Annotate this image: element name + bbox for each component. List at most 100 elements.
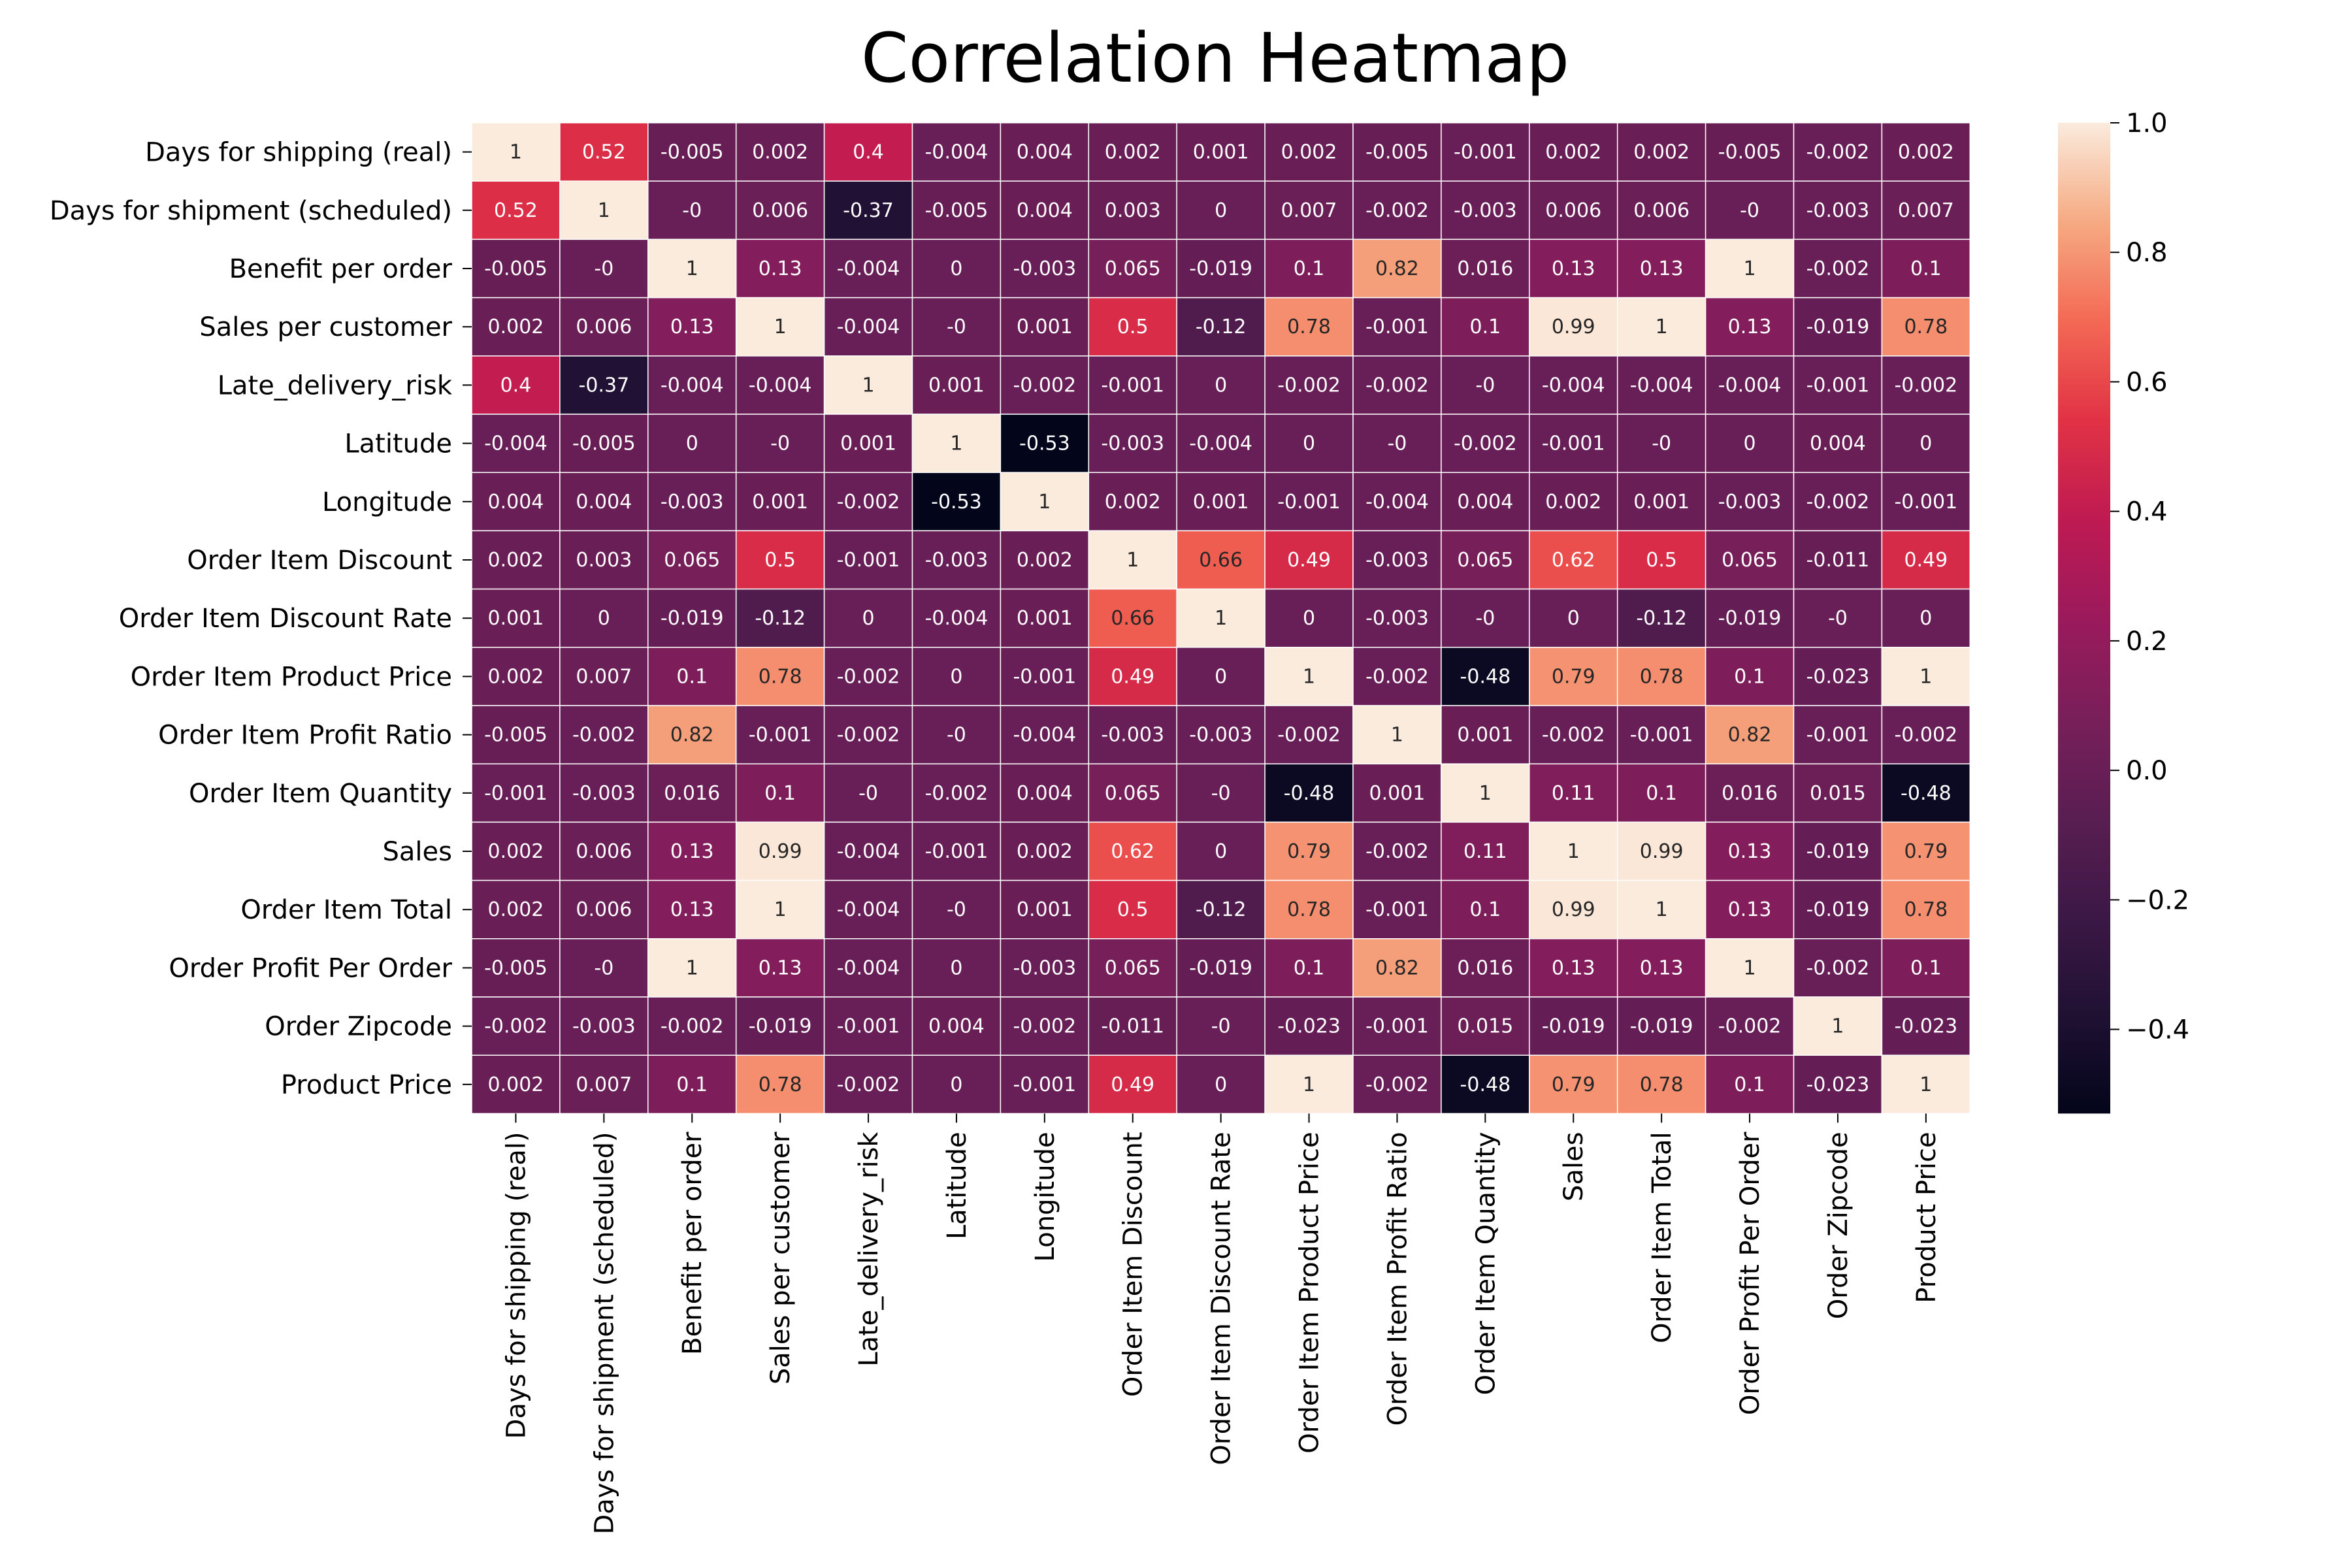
heatmap-cell-value: 1: [1919, 665, 1932, 688]
heatmap-cell: [735, 996, 825, 1056]
heatmap-cell-value: 0.13: [1552, 257, 1595, 280]
heatmap-cell: [559, 763, 649, 823]
heatmap-cell: [1352, 238, 1442, 299]
heatmap-cell-value: -0.001: [1542, 433, 1605, 455]
heatmap-cell-value: 0.78: [1640, 1073, 1684, 1096]
heatmap-cell-value: 0.99: [1552, 316, 1595, 338]
heatmap-cell-value: 0.49: [1287, 549, 1331, 572]
heatmap-cell-value: 0.1: [676, 1073, 708, 1096]
heatmap-cell: [1529, 996, 1618, 1056]
heatmap-cell-value: 1: [1303, 665, 1315, 688]
heatmap-cell-value: 0.002: [488, 549, 544, 572]
heatmap-cell: [1352, 938, 1442, 998]
heatmap-cell-value: -0.001: [1365, 316, 1429, 338]
heatmap-cell-value: 0.1: [1294, 257, 1325, 280]
heatmap-cell: [823, 530, 913, 590]
heatmap-cell: [911, 763, 1002, 823]
heatmap-cell-value: 0.007: [1281, 199, 1337, 222]
heatmap-cell: [911, 472, 1002, 532]
heatmap-cell-value: 0.78: [1904, 316, 1948, 338]
heatmap-cell-value: 0.004: [488, 491, 544, 514]
heatmap-cell-value: -0.019: [1189, 257, 1252, 280]
heatmap-cell-value: 1: [950, 433, 962, 455]
heatmap-cell-value: -0.004: [1189, 433, 1252, 455]
heatmap-cell-value: 0.007: [576, 665, 632, 688]
heatmap-cell: [1881, 355, 1971, 415]
heatmap-cell: [911, 238, 1002, 299]
heatmap-cell-value: -0.001: [1454, 141, 1517, 164]
heatmap-cell: [1616, 879, 1707, 939]
heatmap-cell: [1881, 238, 1971, 299]
heatmap-cell: [911, 705, 1002, 764]
heatmap-cell: [1176, 705, 1266, 764]
heatmap-cell-value: 0.82: [1375, 257, 1419, 280]
heatmap-cell-value: 0.79: [1287, 840, 1331, 863]
colorbar-tick-label: 0.0: [2126, 756, 2168, 786]
heatmap-cell: [1616, 472, 1707, 532]
heatmap-cell-value: -0.002: [925, 782, 988, 805]
heatmap-cell: [647, 238, 737, 299]
heatmap-cell: [647, 705, 737, 764]
heatmap-cell-value: -0.004: [837, 257, 900, 280]
heatmap-cell: [1264, 763, 1354, 823]
heatmap-cell-value: 0.82: [1375, 956, 1419, 979]
heatmap-cell: [823, 180, 913, 240]
heatmap-cell-value: 0.001: [1369, 782, 1426, 805]
row-label: Days for shipping (real): [145, 138, 452, 168]
heatmap-cell-value: -0.005: [484, 257, 547, 280]
heatmap-cell-value: 0: [950, 257, 962, 280]
heatmap-cell-value: 1: [774, 898, 787, 921]
heatmap-cell: [1881, 122, 1971, 182]
heatmap-cell: [1705, 414, 1795, 473]
heatmap-cell: [1000, 355, 1090, 415]
heatmap-cell: [647, 297, 737, 357]
heatmap-cell-value: -0.001: [837, 549, 900, 572]
heatmap-cell-value: 0.66: [1199, 549, 1243, 572]
heatmap-cell: [559, 122, 649, 182]
heatmap-cell-value: -0.002: [661, 1015, 724, 1038]
heatmap-cell-value: -0: [947, 898, 966, 921]
heatmap-cell-value: -0.019: [1189, 956, 1252, 979]
heatmap-cell: [1088, 297, 1177, 357]
heatmap-cell: [1529, 297, 1618, 357]
heatmap-cell: [1176, 588, 1266, 648]
heatmap-cell: [1529, 879, 1618, 939]
heatmap-cell-value: 1: [1831, 1015, 1844, 1038]
heatmap-cell: [735, 879, 825, 939]
heatmap-cell: [911, 180, 1002, 240]
column-label: Product Price: [1912, 1132, 1942, 1303]
heatmap-cell-value: 0: [950, 1073, 962, 1096]
row-label: Benefit per order: [229, 254, 453, 284]
heatmap-cell-value: -0.002: [837, 724, 900, 747]
heatmap-cell-value: 0: [950, 665, 962, 688]
heatmap-cell: [1529, 472, 1618, 532]
heatmap-cell-value: -0.002: [1806, 141, 1870, 164]
heatmap-cell-value: 0: [1303, 607, 1315, 630]
heatmap-cell-value: -0.002: [1277, 374, 1341, 397]
heatmap-cell: [647, 180, 737, 240]
heatmap-cell-value: -0.004: [661, 374, 724, 397]
heatmap-cell: [1881, 879, 1971, 939]
heatmap-cell: [1616, 588, 1707, 648]
heatmap-cell-value: 0.49: [1904, 549, 1948, 572]
heatmap-cell-value: 0.99: [1640, 840, 1684, 863]
heatmap-cell: [1705, 355, 1795, 415]
heatmap-cell: [647, 647, 737, 706]
heatmap-cell-value: -0.002: [572, 724, 636, 747]
heatmap-cell-value: 0.001: [1193, 141, 1249, 164]
heatmap-cell-value: 1: [1391, 724, 1403, 747]
heatmap-cell: [1881, 938, 1971, 998]
heatmap-cell: [1352, 996, 1442, 1056]
heatmap-cell-value: -0: [1475, 374, 1495, 397]
heatmap-cell-value: -0.002: [1365, 199, 1429, 222]
heatmap-cell-value: 0.1: [676, 665, 708, 688]
heatmap-cell-value: 0.007: [1898, 199, 1954, 222]
heatmap-cell-value: -0.019: [1718, 607, 1782, 630]
heatmap-cell-value: 0.82: [670, 724, 714, 747]
heatmap-cell-value: -0.003: [1454, 199, 1517, 222]
heatmap-cell-value: -0.003: [1189, 724, 1252, 747]
heatmap-cell: [911, 821, 1002, 881]
heatmap-cell-value: -0.12: [1196, 898, 1247, 921]
heatmap-cell-value: 0: [1215, 199, 1227, 222]
heatmap-cell-value: 0.1: [1910, 257, 1942, 280]
